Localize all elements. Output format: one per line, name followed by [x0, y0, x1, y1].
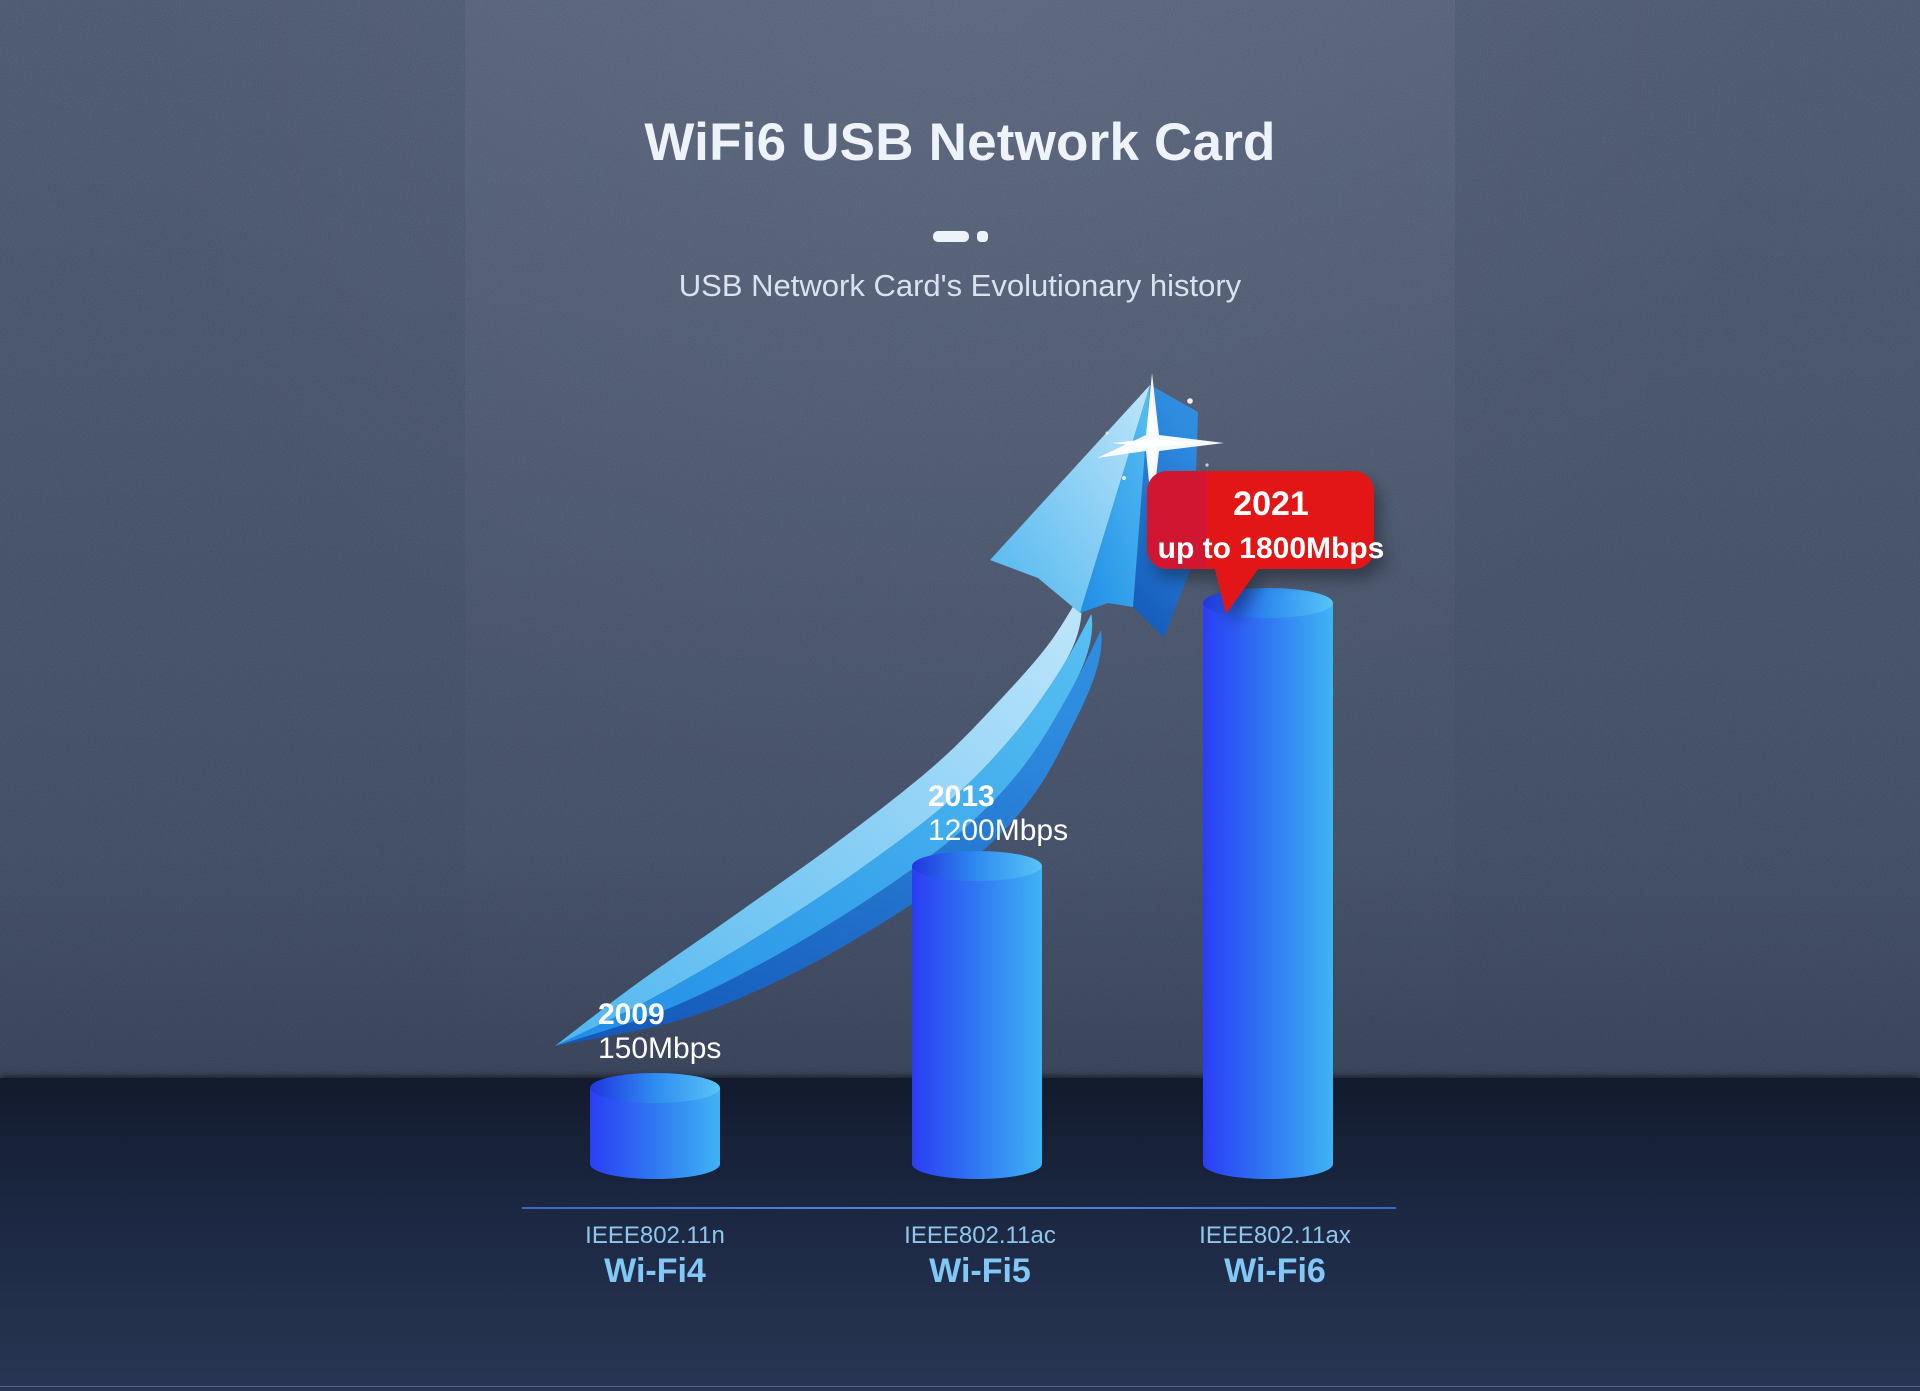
svg-text:up to 1800Mbps: up to 1800Mbps: [1158, 532, 1385, 565]
svg-text:2021: 2021: [1233, 485, 1309, 523]
